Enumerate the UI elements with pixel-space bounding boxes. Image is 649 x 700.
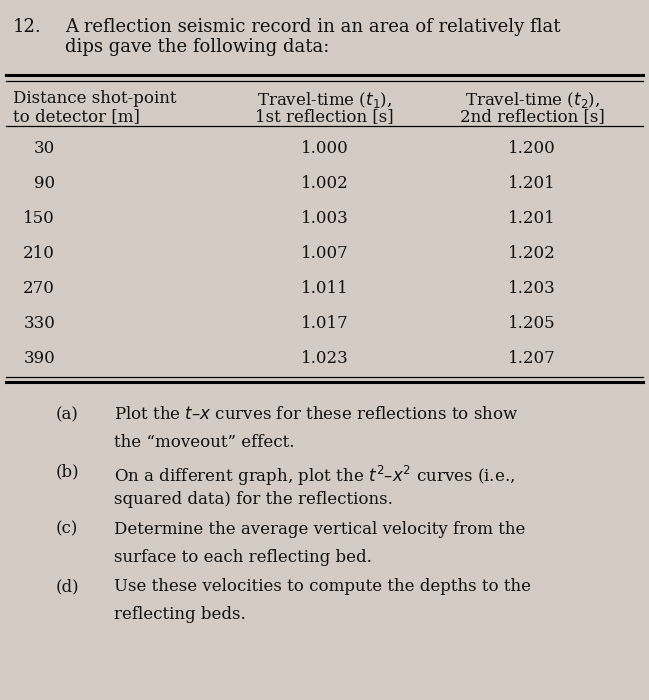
Text: 1.203: 1.203 xyxy=(508,280,556,297)
Text: Travel-time ($t_1$),: Travel-time ($t_1$), xyxy=(257,90,392,110)
Text: 150: 150 xyxy=(23,210,55,227)
Text: 270: 270 xyxy=(23,280,55,297)
Text: On a different graph, plot the $t^2$–$x^2$ curves (i.e.,: On a different graph, plot the $t^2$–$x^… xyxy=(114,463,515,487)
Text: Plot the $t$–$x$ curves for these reflections to show: Plot the $t$–$x$ curves for these reflec… xyxy=(114,406,518,423)
Text: 1.003: 1.003 xyxy=(300,210,349,227)
Text: A reflection seismic record in an area of relatively flat: A reflection seismic record in an area o… xyxy=(65,18,560,36)
Text: dips gave the following data:: dips gave the following data: xyxy=(65,38,329,57)
Text: 1.000: 1.000 xyxy=(300,140,349,157)
Text: 1.017: 1.017 xyxy=(300,315,349,332)
Text: 1.201: 1.201 xyxy=(508,175,556,192)
Text: 1.011: 1.011 xyxy=(300,280,349,297)
Text: (d): (d) xyxy=(55,578,79,595)
Text: 330: 330 xyxy=(23,315,55,332)
Text: (b): (b) xyxy=(55,463,79,480)
Text: 1.023: 1.023 xyxy=(300,350,349,367)
Text: Travel-time ($t_2$),: Travel-time ($t_2$), xyxy=(465,90,600,110)
Text: (c): (c) xyxy=(55,521,77,538)
Text: 390: 390 xyxy=(23,350,55,367)
Text: 1.202: 1.202 xyxy=(508,245,556,262)
Text: the “moveout” effect.: the “moveout” effect. xyxy=(114,434,294,451)
Text: 12.: 12. xyxy=(13,18,42,36)
Text: Determine the average vertical velocity from the: Determine the average vertical velocity … xyxy=(114,521,525,538)
Text: 210: 210 xyxy=(23,245,55,262)
Text: squared data) for the reflections.: squared data) for the reflections. xyxy=(114,491,393,508)
Text: (a): (a) xyxy=(55,406,78,423)
Text: 1st reflection [s]: 1st reflection [s] xyxy=(255,108,394,125)
Text: 2nd reflection [s]: 2nd reflection [s] xyxy=(459,108,605,125)
Text: surface to each reflecting bed.: surface to each reflecting bed. xyxy=(114,549,371,566)
Text: Distance shot-point: Distance shot-point xyxy=(13,90,177,106)
Text: to detector [m]: to detector [m] xyxy=(13,108,140,125)
Text: 1.200: 1.200 xyxy=(508,140,556,157)
Text: 1.205: 1.205 xyxy=(508,315,556,332)
Text: 90: 90 xyxy=(34,175,55,192)
Text: 1.002: 1.002 xyxy=(300,175,349,192)
Text: 1.207: 1.207 xyxy=(508,350,556,367)
Text: reflecting beds.: reflecting beds. xyxy=(114,606,245,623)
Text: Use these velocities to compute the depths to the: Use these velocities to compute the dept… xyxy=(114,578,531,595)
Text: 1.201: 1.201 xyxy=(508,210,556,227)
Text: 1.007: 1.007 xyxy=(300,245,349,262)
Text: 30: 30 xyxy=(34,140,55,157)
